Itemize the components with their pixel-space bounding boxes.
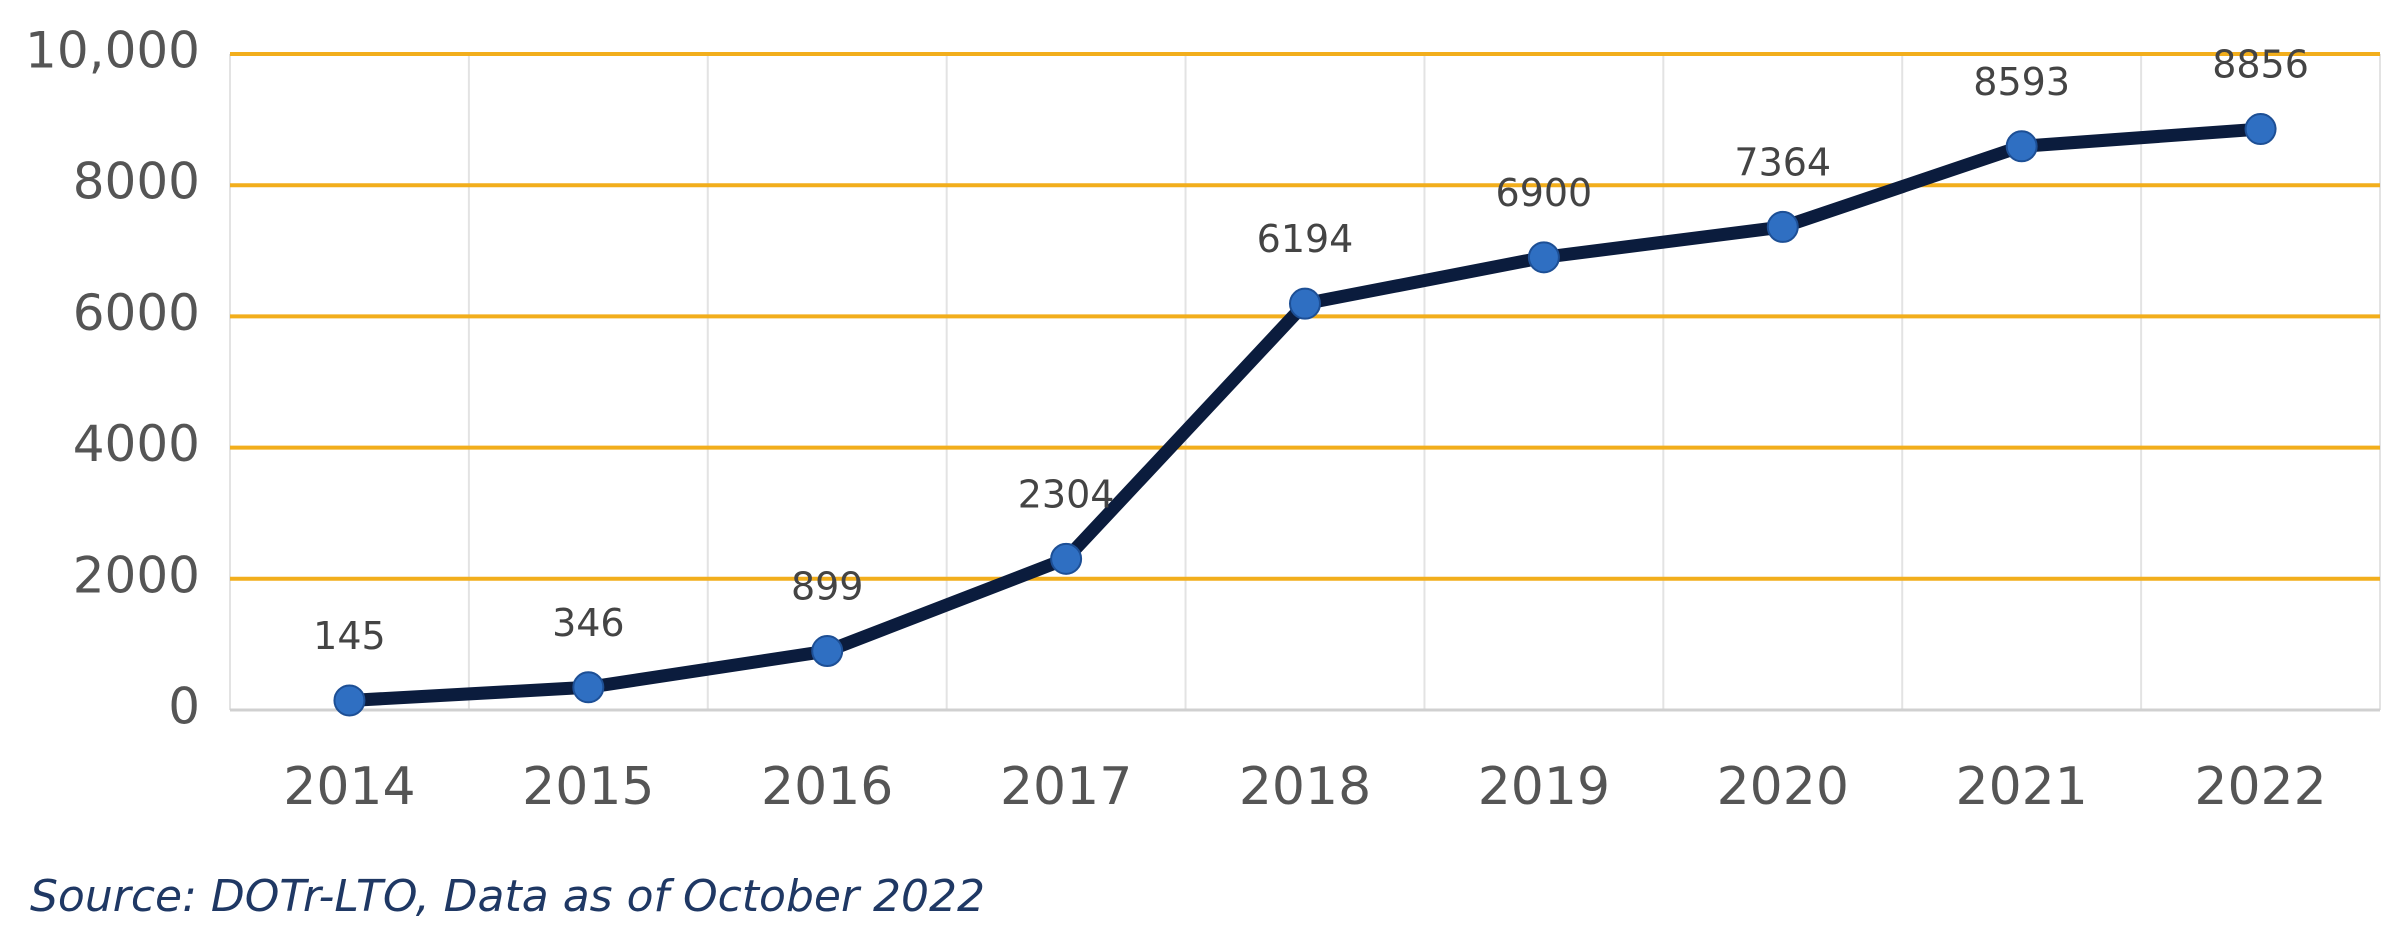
marker	[1050, 542, 1083, 575]
data-label: 2304	[1018, 472, 1115, 516]
data-label: 899	[791, 565, 864, 609]
marker	[1766, 210, 1799, 243]
marker	[572, 671, 605, 704]
y-tick-label: 8000	[73, 153, 200, 211]
source-note: Source: DOTr-LTO, Data as of October 202…	[30, 871, 985, 922]
series-line	[342, 122, 2268, 707]
x-tick-label: 2022	[2194, 757, 2326, 817]
x-tick-label: 2014	[283, 757, 415, 817]
data-label: 8593	[1973, 60, 2070, 104]
x-tick-label: 2016	[761, 757, 893, 817]
x-tick-label: 2020	[1717, 757, 1849, 817]
y-tick-label: 10,000	[25, 22, 200, 80]
data-label: 6900	[1496, 171, 1593, 215]
y-tick-label: 4000	[73, 415, 200, 473]
marker	[2005, 130, 2038, 163]
marker	[1527, 241, 1560, 274]
y-tick-label: 6000	[73, 284, 200, 342]
marker	[2244, 113, 2277, 146]
data-label: 6194	[1257, 217, 1354, 261]
y-tick-label: 0	[168, 678, 200, 736]
data-label: 145	[313, 614, 386, 658]
data-label: 7364	[1734, 140, 1831, 184]
marker	[1289, 287, 1321, 320]
x-tick-label: 2021	[1955, 757, 2087, 817]
x-tick-label: 2019	[1478, 757, 1610, 817]
marker	[333, 684, 366, 717]
marker	[811, 635, 844, 668]
x-tick-label: 2015	[522, 757, 654, 817]
x-tick-label: 2018	[1239, 757, 1371, 817]
y-tick-label: 2000	[73, 546, 200, 604]
data-label: 8856	[2212, 43, 2309, 87]
data-label: 346	[552, 601, 625, 645]
x-tick-label: 2017	[1000, 757, 1132, 817]
